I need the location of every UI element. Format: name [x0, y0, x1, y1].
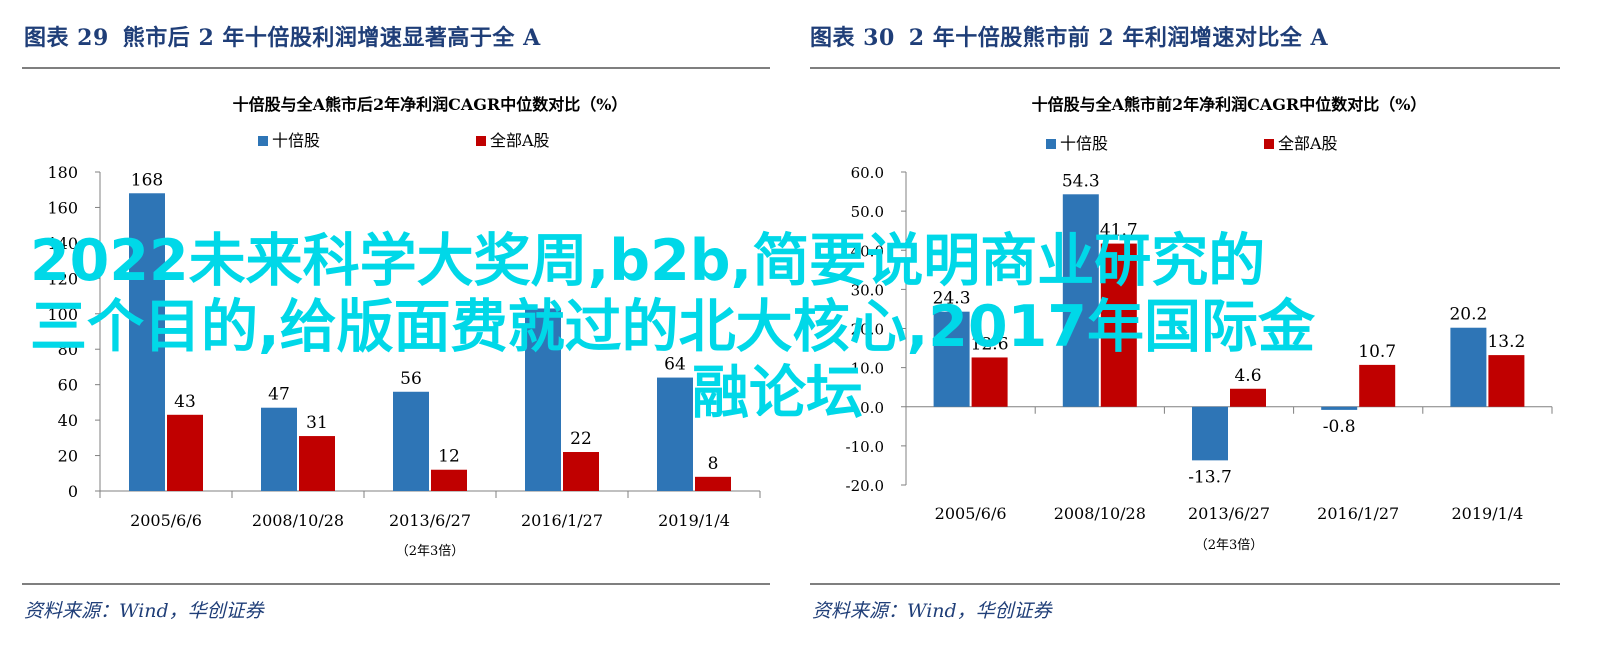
data-label: 31	[306, 413, 328, 433]
y-tick-label: 0.0	[860, 399, 884, 417]
legend-label: 全部A股	[1278, 134, 1338, 153]
y-tick-label: 160	[47, 198, 78, 217]
figure-29-top-rule	[22, 67, 770, 69]
data-label: 47	[268, 385, 290, 405]
chart-title: 十倍股与全A熊市后2年净利润CAGR中位数对比（%）	[233, 95, 628, 114]
figure-29-title: 熊市后 2 年十倍股利润增速显著高于全 A	[122, 25, 541, 51]
legend-swatch	[258, 136, 268, 146]
bar	[971, 357, 1008, 407]
bar	[299, 436, 335, 491]
y-tick-label: 120	[47, 269, 78, 288]
y-tick-label: 40.0	[851, 242, 884, 260]
figure-30-heading: 图表 30 2 年十倍股熊市前 2 年利润增速对比全 A	[810, 20, 1328, 52]
y-tick-label: 40	[58, 411, 78, 430]
y-tick-label: 100	[47, 305, 78, 324]
data-label: 4.6	[1234, 366, 1261, 386]
x-tick-label: 2013/6/27	[1188, 504, 1270, 523]
x-tick-label: 2016/1/27	[521, 511, 603, 530]
figure-30-chart: 十倍股与全A熊市前2年净利润CAGR中位数对比（%） 十倍股 全部A股 -20.0 -1…	[846, 95, 1553, 553]
data-label: 13.2	[1487, 332, 1525, 352]
bar	[563, 452, 599, 491]
x-tick-label: 2005/6/6	[130, 511, 202, 530]
figure-29-chart: 十倍股与全A熊市后2年净利润CAGR中位数对比（%） 十倍股 全部A股 0 20 40 60…	[47, 95, 761, 559]
figure-29-label: 图表 29	[24, 25, 109, 51]
data-label: 64	[664, 355, 686, 375]
y-tick-label: 50.0	[851, 203, 884, 221]
data-label: 56	[400, 369, 422, 389]
legend-label: 十倍股	[1060, 134, 1108, 153]
bar	[1359, 364, 1396, 407]
figure-29-bottom-rule	[22, 583, 770, 585]
x-tick-label: 2008/10/28	[252, 511, 344, 530]
figure-29-panel: 图表 29 熊市后 2 年十倍股利润增速显著高于全 A 十倍股与全A熊市后2年净利…	[0, 0, 800, 651]
bar	[525, 308, 561, 491]
figure-30-bottom-rule	[810, 583, 1560, 585]
bar	[1062, 194, 1099, 407]
x-tick-label: 2019/1/4	[1451, 504, 1523, 523]
bar	[1100, 243, 1137, 407]
bar	[167, 414, 203, 491]
x-tick-label: 2005/6/6	[935, 504, 1007, 523]
chart-title: 十倍股与全A熊市前2年净利润CAGR中位数对比（%）	[1032, 95, 1427, 114]
y-tick-label: 140	[47, 234, 78, 253]
data-label: 12.6	[971, 334, 1009, 354]
bar	[1192, 406, 1228, 461]
data-label: -13.7	[1188, 467, 1232, 487]
bar	[261, 407, 297, 491]
figure-29-heading: 图表 29 熊市后 2 年十倍股利润增速显著高于全 A	[24, 20, 541, 52]
chart-note: （2年3倍）	[1195, 538, 1264, 553]
data-label: 8	[708, 454, 719, 474]
legend-swatch	[1046, 139, 1056, 149]
y-tick-label: 60.0	[851, 164, 884, 182]
x-tick-label: 2008/10/28	[1054, 504, 1146, 523]
y-tick-label: 20.0	[851, 321, 884, 339]
data-label: 20.2	[1449, 305, 1487, 325]
y-tick-label: 180	[47, 163, 78, 182]
y-tick-label: -10.0	[846, 438, 884, 456]
data-label: -0.8	[1323, 417, 1356, 437]
bar	[933, 311, 970, 407]
figure-30-label: 图表 30	[810, 25, 895, 51]
y-tick-label: 30.0	[851, 281, 884, 299]
bar	[1321, 406, 1358, 410]
legend-label: 全部A股	[490, 131, 550, 150]
y-tick-label: 0	[68, 482, 78, 501]
bar	[657, 377, 693, 491]
data-label: 10.7	[1358, 342, 1396, 362]
data-label: 43	[174, 392, 196, 412]
bar	[695, 476, 731, 491]
bar	[1488, 355, 1525, 407]
chart-note: （2年3倍）	[396, 544, 465, 559]
figure-30-source: 资料来源：Wind，华创证券	[812, 600, 1052, 622]
x-tick-label: 2016/1/27	[1317, 504, 1399, 523]
bar	[431, 469, 467, 491]
y-tick-label: 20	[58, 447, 78, 466]
x-tick-label: 2019/1/4	[658, 511, 730, 530]
bar	[1230, 388, 1266, 407]
y-tick-label: 80	[58, 340, 78, 359]
figure-29-source: 资料来源：Wind，华创证券	[24, 600, 264, 622]
legend-swatch	[476, 136, 486, 146]
bar	[1450, 327, 1487, 407]
figure-30-top-rule	[810, 67, 1560, 69]
y-tick-label: 10.0	[851, 360, 884, 378]
legend-label: 十倍股	[272, 131, 320, 150]
data-label: 168	[131, 170, 163, 190]
y-tick-label: -20.0	[846, 477, 884, 495]
figure-30-panel: 图表 30 2 年十倍股熊市前 2 年利润增速对比全 A 十倍股与全A熊市前2年净…	[800, 0, 1602, 651]
figure-30-title: 2 年十倍股熊市前 2 年利润增速对比全 A	[908, 25, 1329, 51]
data-label: 41.7	[1100, 221, 1138, 241]
data-label: 24.3	[933, 289, 971, 309]
x-tick-label: 2013/6/27	[389, 511, 471, 530]
data-label: 22	[570, 429, 592, 449]
bar	[393, 391, 429, 491]
y-tick-label: 60	[58, 376, 78, 395]
legend-swatch	[1264, 139, 1274, 149]
bar	[129, 193, 165, 491]
data-label: 12	[438, 447, 460, 467]
data-label: 54.3	[1062, 171, 1100, 191]
